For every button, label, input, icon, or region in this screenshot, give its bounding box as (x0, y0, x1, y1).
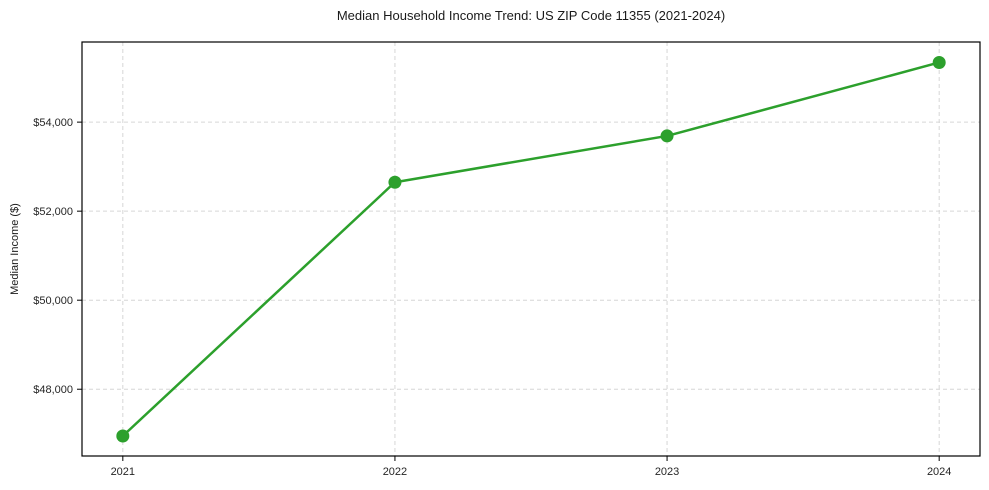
data-point (116, 429, 130, 443)
y-tick-label: $52,000 (33, 206, 73, 218)
y-tick-label: $50,000 (33, 295, 73, 307)
data-point (932, 55, 946, 69)
x-tick-label: 2024 (927, 466, 951, 478)
x-tick-label: 2023 (655, 466, 679, 478)
x-tick-label: 2021 (111, 466, 135, 478)
chart-title: Median Household Income Trend: US ZIP Co… (336, 8, 726, 23)
y-tick-label: $54,000 (33, 117, 73, 129)
x-tick-label: 2022 (383, 466, 407, 478)
y-tick-label: $48,000 (33, 384, 73, 396)
trend-line (121, 61, 941, 438)
axes-frame (81, 41, 981, 457)
data-point (660, 129, 674, 143)
data-point (388, 175, 402, 189)
